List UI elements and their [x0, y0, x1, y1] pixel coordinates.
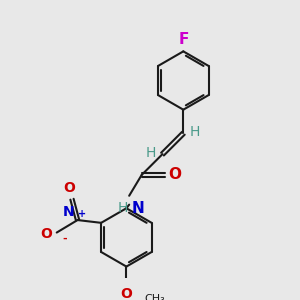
- Text: H: H: [189, 125, 200, 139]
- Text: H: H: [146, 146, 156, 160]
- Text: O: O: [41, 227, 52, 241]
- Text: -: -: [62, 234, 67, 244]
- Text: CH₃: CH₃: [144, 293, 165, 300]
- Text: N: N: [63, 205, 75, 219]
- Text: H: H: [117, 201, 128, 215]
- Text: O: O: [121, 287, 132, 300]
- Text: O: O: [63, 181, 75, 195]
- Text: +: +: [77, 209, 86, 219]
- Text: N: N: [131, 201, 144, 216]
- Text: F: F: [178, 32, 188, 47]
- Text: O: O: [168, 167, 181, 182]
